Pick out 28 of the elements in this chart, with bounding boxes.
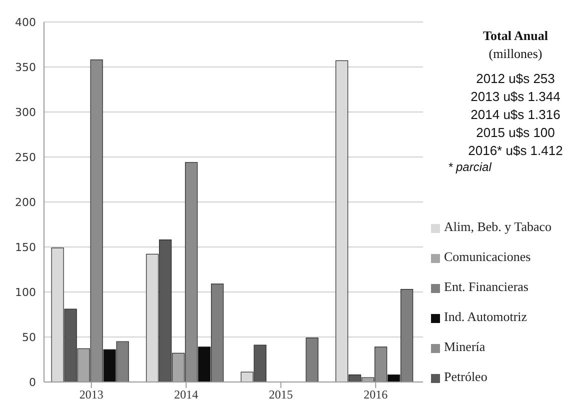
y-tick-label: 0 bbox=[29, 376, 36, 389]
legend-label: Comunicaciones bbox=[444, 249, 531, 264]
text: Total Anual bbox=[482, 28, 549, 44]
text: 2013 u$s 1.344 bbox=[470, 88, 562, 106]
legend-label: Ind. Automotriz bbox=[444, 309, 528, 324]
legend-label: Minería bbox=[444, 339, 486, 354]
y-tick-label: 400 bbox=[15, 16, 36, 29]
text: 2012 u$s 253 bbox=[475, 70, 556, 88]
y-tick-label: 100 bbox=[15, 286, 36, 299]
y-tick-label: 200 bbox=[15, 196, 36, 209]
y-tick-label: 150 bbox=[15, 240, 36, 254]
x-tick-label: 2015 bbox=[268, 388, 293, 402]
text: (millones) bbox=[488, 46, 544, 62]
y-tick-label: 300 bbox=[15, 106, 36, 119]
x-tick-label: 2014 bbox=[174, 388, 198, 402]
y-tick-label: 50 bbox=[22, 330, 36, 344]
text: 2016* u$s 1.412 bbox=[467, 142, 564, 160]
bar bbox=[306, 338, 318, 382]
x-tick-label: 2016 bbox=[364, 388, 388, 402]
x-tick-label: 2013 bbox=[79, 388, 104, 402]
text: 2015 u$s 100 bbox=[475, 124, 556, 142]
legend-label: Alim, Beb. y Tabaco bbox=[444, 219, 552, 234]
text: * parcial bbox=[448, 160, 493, 174]
y-tick-label: 350 bbox=[15, 60, 36, 74]
text: 2014 u$s 1.316 bbox=[470, 106, 562, 124]
legend-label: Ent. Financieras bbox=[444, 279, 528, 294]
y-tick-label: 250 bbox=[15, 150, 36, 164]
legend-label: Petróleo bbox=[444, 369, 488, 384]
